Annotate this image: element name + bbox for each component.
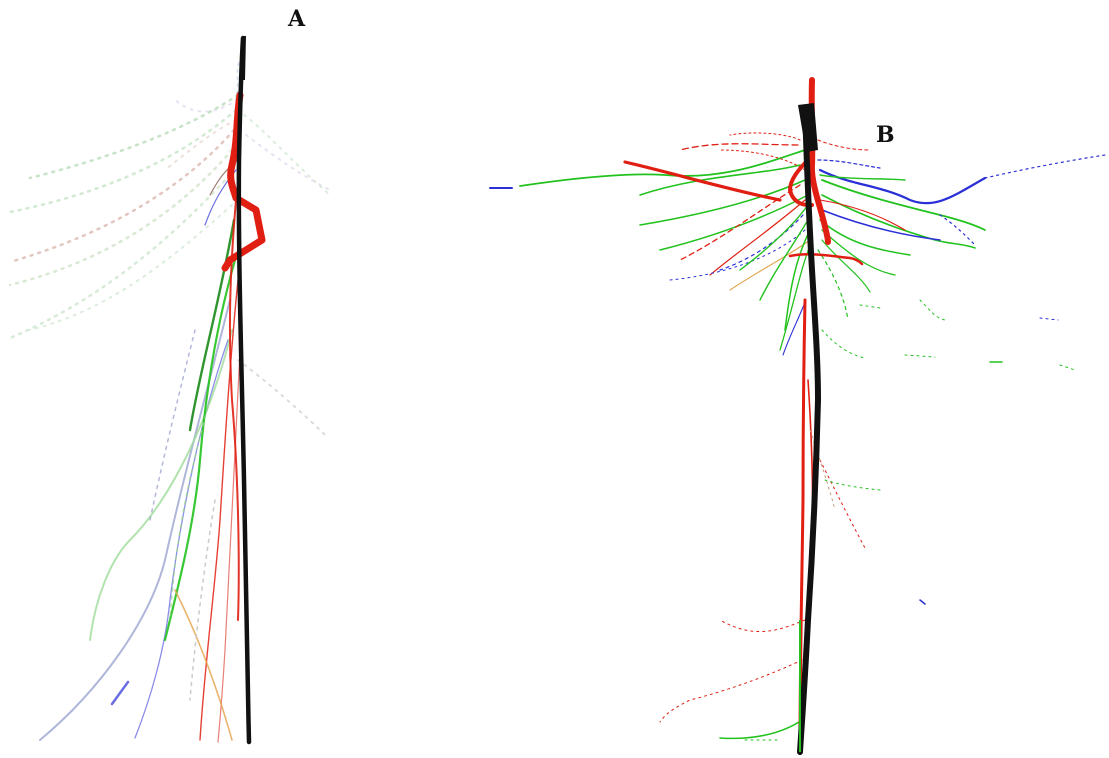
colored-roots-a (39, 159, 241, 743)
panel-label-b: B (876, 122, 895, 148)
root-system-b (489, 77, 1106, 755)
scattered-fragments-b (821, 299, 1076, 371)
root-system-a (8, 35, 331, 745)
taproot-a (236, 35, 252, 745)
panel-label-a: A (288, 6, 306, 32)
faint-lateral-roots-a (8, 59, 331, 436)
taproot-b (797, 105, 822, 755)
thick-red-root-a (221, 91, 266, 272)
